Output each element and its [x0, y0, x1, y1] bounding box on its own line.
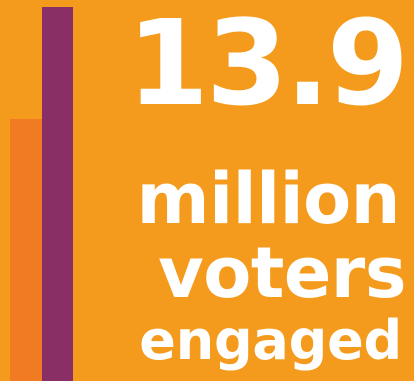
stat-value: 13.9 — [126, 0, 409, 132]
decorative-purple-bar — [42, 7, 73, 381]
stat-label-line-3: engaged — [139, 309, 402, 372]
stat-label-line-2: voters — [158, 232, 406, 314]
decorative-orange-bar — [10, 119, 42, 381]
stat-label-line-1: million — [136, 158, 401, 240]
